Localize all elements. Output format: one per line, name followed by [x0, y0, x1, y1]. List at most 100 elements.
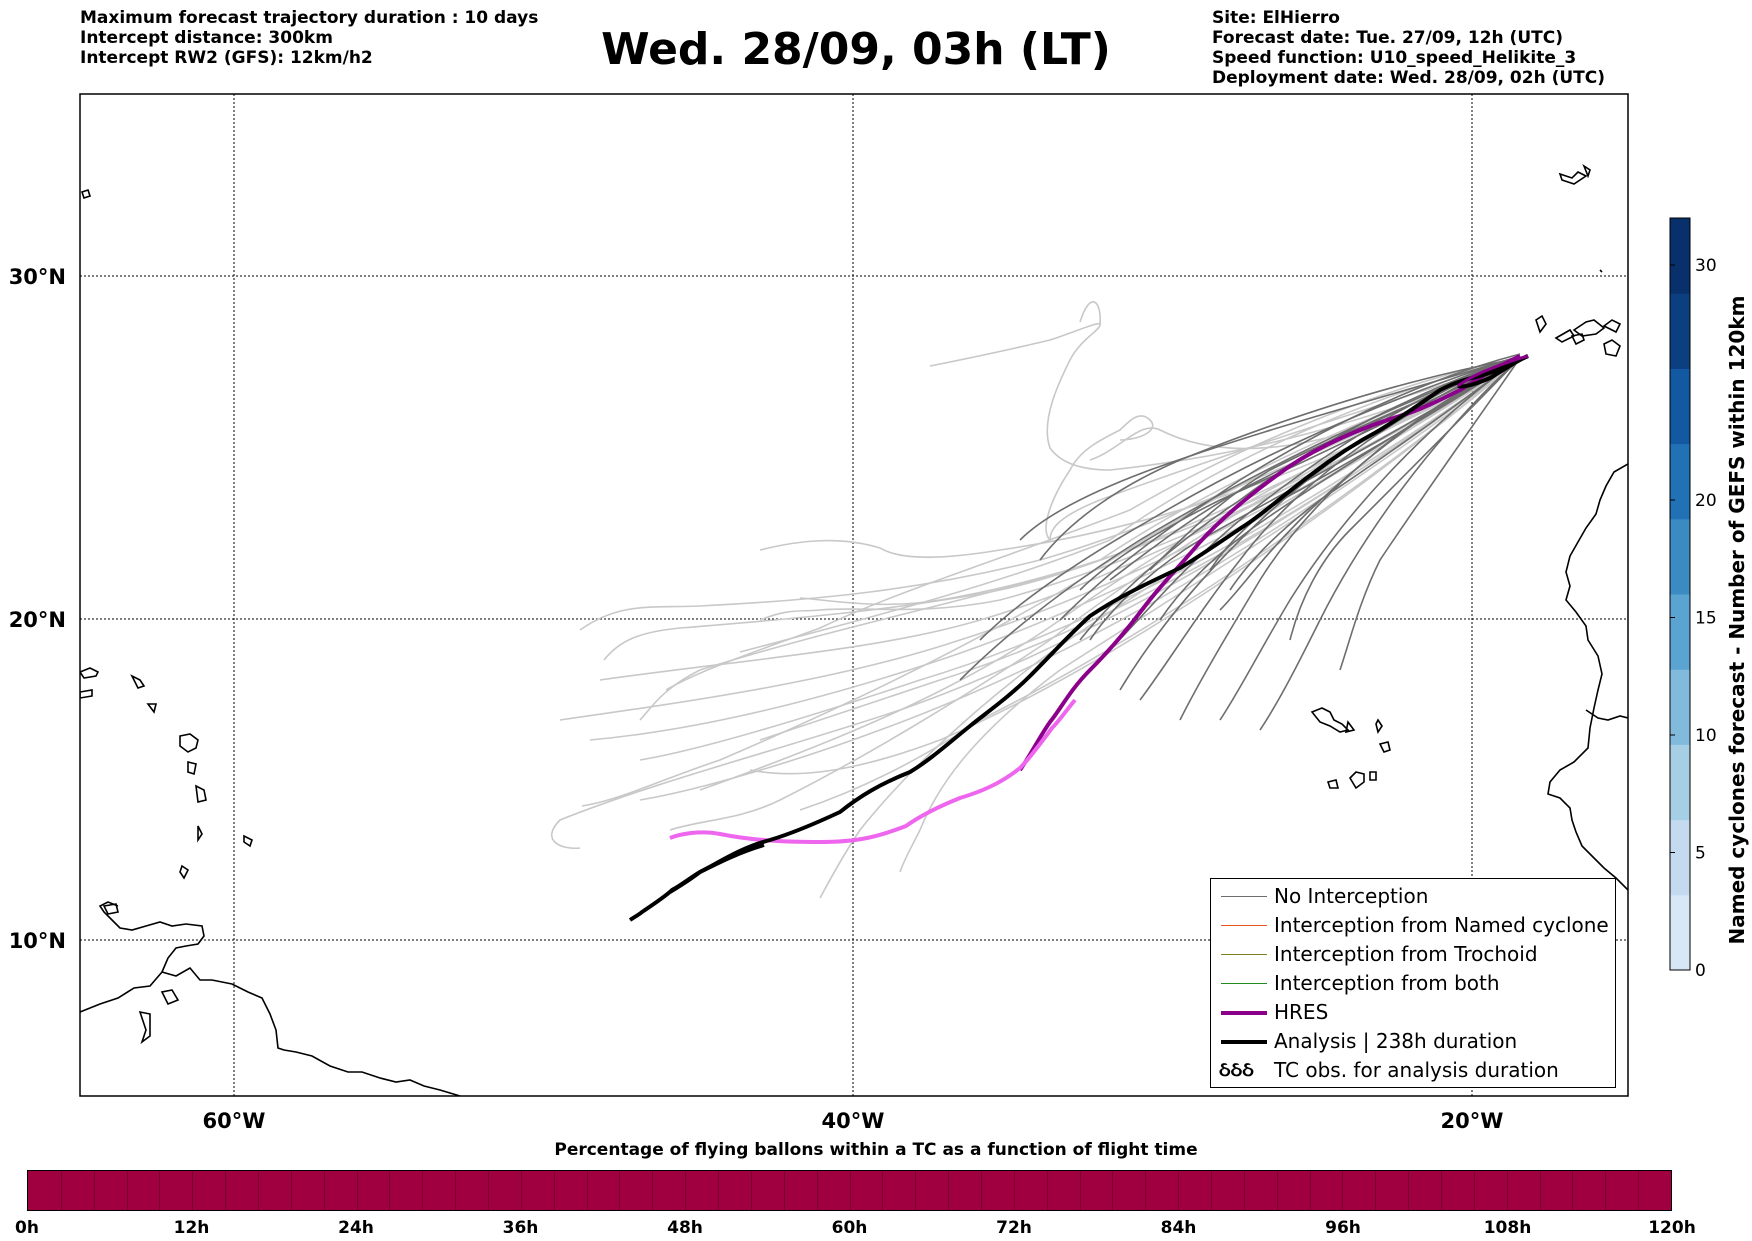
island-i [197, 825, 203, 843]
bottom-colorbar-divider [1605, 1171, 1607, 1210]
bottom-colorbar-divider [1440, 1171, 1442, 1210]
bottom-colorbar-tick-label: 84h [1160, 1218, 1197, 1238]
colorbar-segment [1670, 293, 1690, 369]
island-g [187, 760, 197, 776]
trinidad-island [138, 1010, 151, 1045]
bottom-colorbar-tick-label: 120h [1648, 1218, 1696, 1238]
bottom-colorbar-tick-label: 48h [667, 1218, 703, 1238]
legend-item-no-interception: No Interception [1211, 883, 1615, 909]
bottom-colorbar-divider [685, 1171, 687, 1210]
colorbar-segment [1670, 594, 1690, 670]
site-text: Site: ElHierro [1212, 8, 1340, 28]
lon-label-40w: 40°W [822, 1109, 885, 1133]
bottom-colorbar-tick-label: 12h [173, 1218, 210, 1238]
bottom-colorbar-divider [750, 1171, 752, 1210]
lat-label-10n: 10°N [9, 929, 66, 953]
bottom-colorbar-divider [652, 1171, 654, 1210]
colorbar-tick-label: 20 [1695, 491, 1717, 511]
bottom-colorbar-divider [93, 1171, 95, 1210]
bottom-colorbar-divider [159, 1171, 161, 1210]
legend-swatch [1221, 954, 1267, 955]
lat-label-20n: 20°N [9, 608, 66, 632]
colorbar-segment [1670, 368, 1690, 445]
bottom-colorbar-divider [1539, 1171, 1541, 1210]
bottom-colorbar-divider [1243, 1171, 1245, 1210]
madeira-islet [1582, 163, 1591, 179]
analysis-end-segment [628, 870, 702, 922]
azores-island [80, 188, 92, 200]
legend-label: Interception from both [1274, 971, 1500, 995]
bottom-colorbar-divider [1342, 1171, 1344, 1210]
cape-verde-f [1348, 771, 1365, 790]
legend-item-analysis: Analysis | 238h duration [1211, 1028, 1615, 1054]
colorbar-segment [1670, 819, 1690, 896]
colorbar-segment [1670, 443, 1690, 520]
canary-fuerteventura [1572, 319, 1606, 337]
bottom-colorbar-tick-label: 72h [996, 1218, 1032, 1238]
tc-symbol-icon: ઠઠઠ [1219, 1057, 1254, 1081]
header-left-info: Maximum forecast trajectory duration : 1… [80, 8, 538, 68]
analysis-start-segment [1457, 354, 1529, 389]
bottom-colorbar-divider [290, 1171, 292, 1210]
bottom-colorbar-divider [915, 1171, 917, 1210]
legend-swatch [1221, 896, 1267, 897]
map-frame [79, 93, 1629, 1097]
bottom-colorbar-divider [1276, 1171, 1278, 1210]
bottom-colorbar-divider [1375, 1171, 1377, 1210]
bottom-colorbar-divider [948, 1171, 950, 1210]
island-f [179, 733, 199, 753]
intercept-rw2-text: Intercept RW2 (GFS): 12km/h2 [80, 48, 373, 68]
legend-label: Analysis | 238h duration [1274, 1029, 1518, 1053]
bottom-colorbar-divider [1046, 1171, 1048, 1210]
bottom-colorbar-divider [258, 1171, 260, 1210]
canary-gran-canaria [1570, 333, 1585, 346]
bottom-colorbar-divider [553, 1171, 555, 1210]
bottom-colorbar-divider [225, 1171, 227, 1210]
legend-swatch [1221, 925, 1267, 926]
cape-verde-b [1344, 720, 1356, 734]
colorbar-segment [1670, 518, 1690, 595]
island-a [160, 989, 180, 1006]
speed-function-text: Speed function: U10_speed_Helikite_3 [1212, 48, 1577, 68]
colorbar-frame [1669, 217, 1691, 971]
bottom-colorbar-divider [980, 1171, 982, 1210]
legend-swatch [1221, 983, 1267, 984]
bottom-colorbar-divider [1178, 1171, 1180, 1210]
legend-label: No Interception [1274, 884, 1429, 908]
south-america-coast [80, 966, 461, 1096]
canary-la-palma [1535, 314, 1547, 334]
bottom-colorbar-tick-label: 60h [831, 1218, 868, 1238]
bottom-colorbar-divider [783, 1171, 785, 1210]
canary-east-islet [1603, 339, 1621, 357]
bottom-colorbar-tick-label: 36h [502, 1218, 539, 1238]
bottom-colorbar-tick-label: 96h [1325, 1218, 1361, 1238]
bottom-colorbar-divider [126, 1171, 128, 1210]
bottom-colorbar [27, 1170, 1672, 1211]
legend-item-both: Interception from both [1211, 970, 1615, 996]
colorbar-segment [1670, 744, 1690, 821]
right-colorbar: 0 5 10 15 20 30 [1669, 217, 1717, 981]
island-b [80, 667, 100, 679]
lon-label-60w: 60°W [203, 1109, 266, 1133]
colorbar-tick-label: 30 [1695, 256, 1717, 276]
max-duration-text: Maximum forecast trajectory duration : 1… [80, 8, 539, 28]
bottom-colorbar-tick-label: 0h [15, 1218, 39, 1238]
legend-label: HRES [1274, 1000, 1329, 1024]
bottom-colorbar-divider [60, 1171, 62, 1210]
bottom-colorbar-divider [1572, 1171, 1574, 1210]
intercept-distance-text: Intercept distance: 300km [80, 28, 333, 48]
bottom-colorbar-divider [816, 1171, 818, 1210]
bottom-colorbar-tick-label: 24h [338, 1218, 374, 1238]
bottom-colorbar-divider [389, 1171, 391, 1210]
colorbar-tick-label: 10 [1695, 726, 1717, 746]
bottom-colorbar-divider [1309, 1171, 1311, 1210]
bottom-colorbar-divider [455, 1171, 457, 1210]
bottom-colorbar-divider [1145, 1171, 1147, 1210]
island-j [243, 834, 253, 848]
bottom-colorbar-divider [323, 1171, 325, 1210]
cape-verde-c [1375, 718, 1383, 734]
legend: No Interception Interception from Named … [1210, 878, 1616, 1088]
madeira-island [1558, 171, 1588, 185]
colorbar-segment [1670, 894, 1690, 971]
legend-label: Interception from Named cyclone [1274, 913, 1609, 937]
